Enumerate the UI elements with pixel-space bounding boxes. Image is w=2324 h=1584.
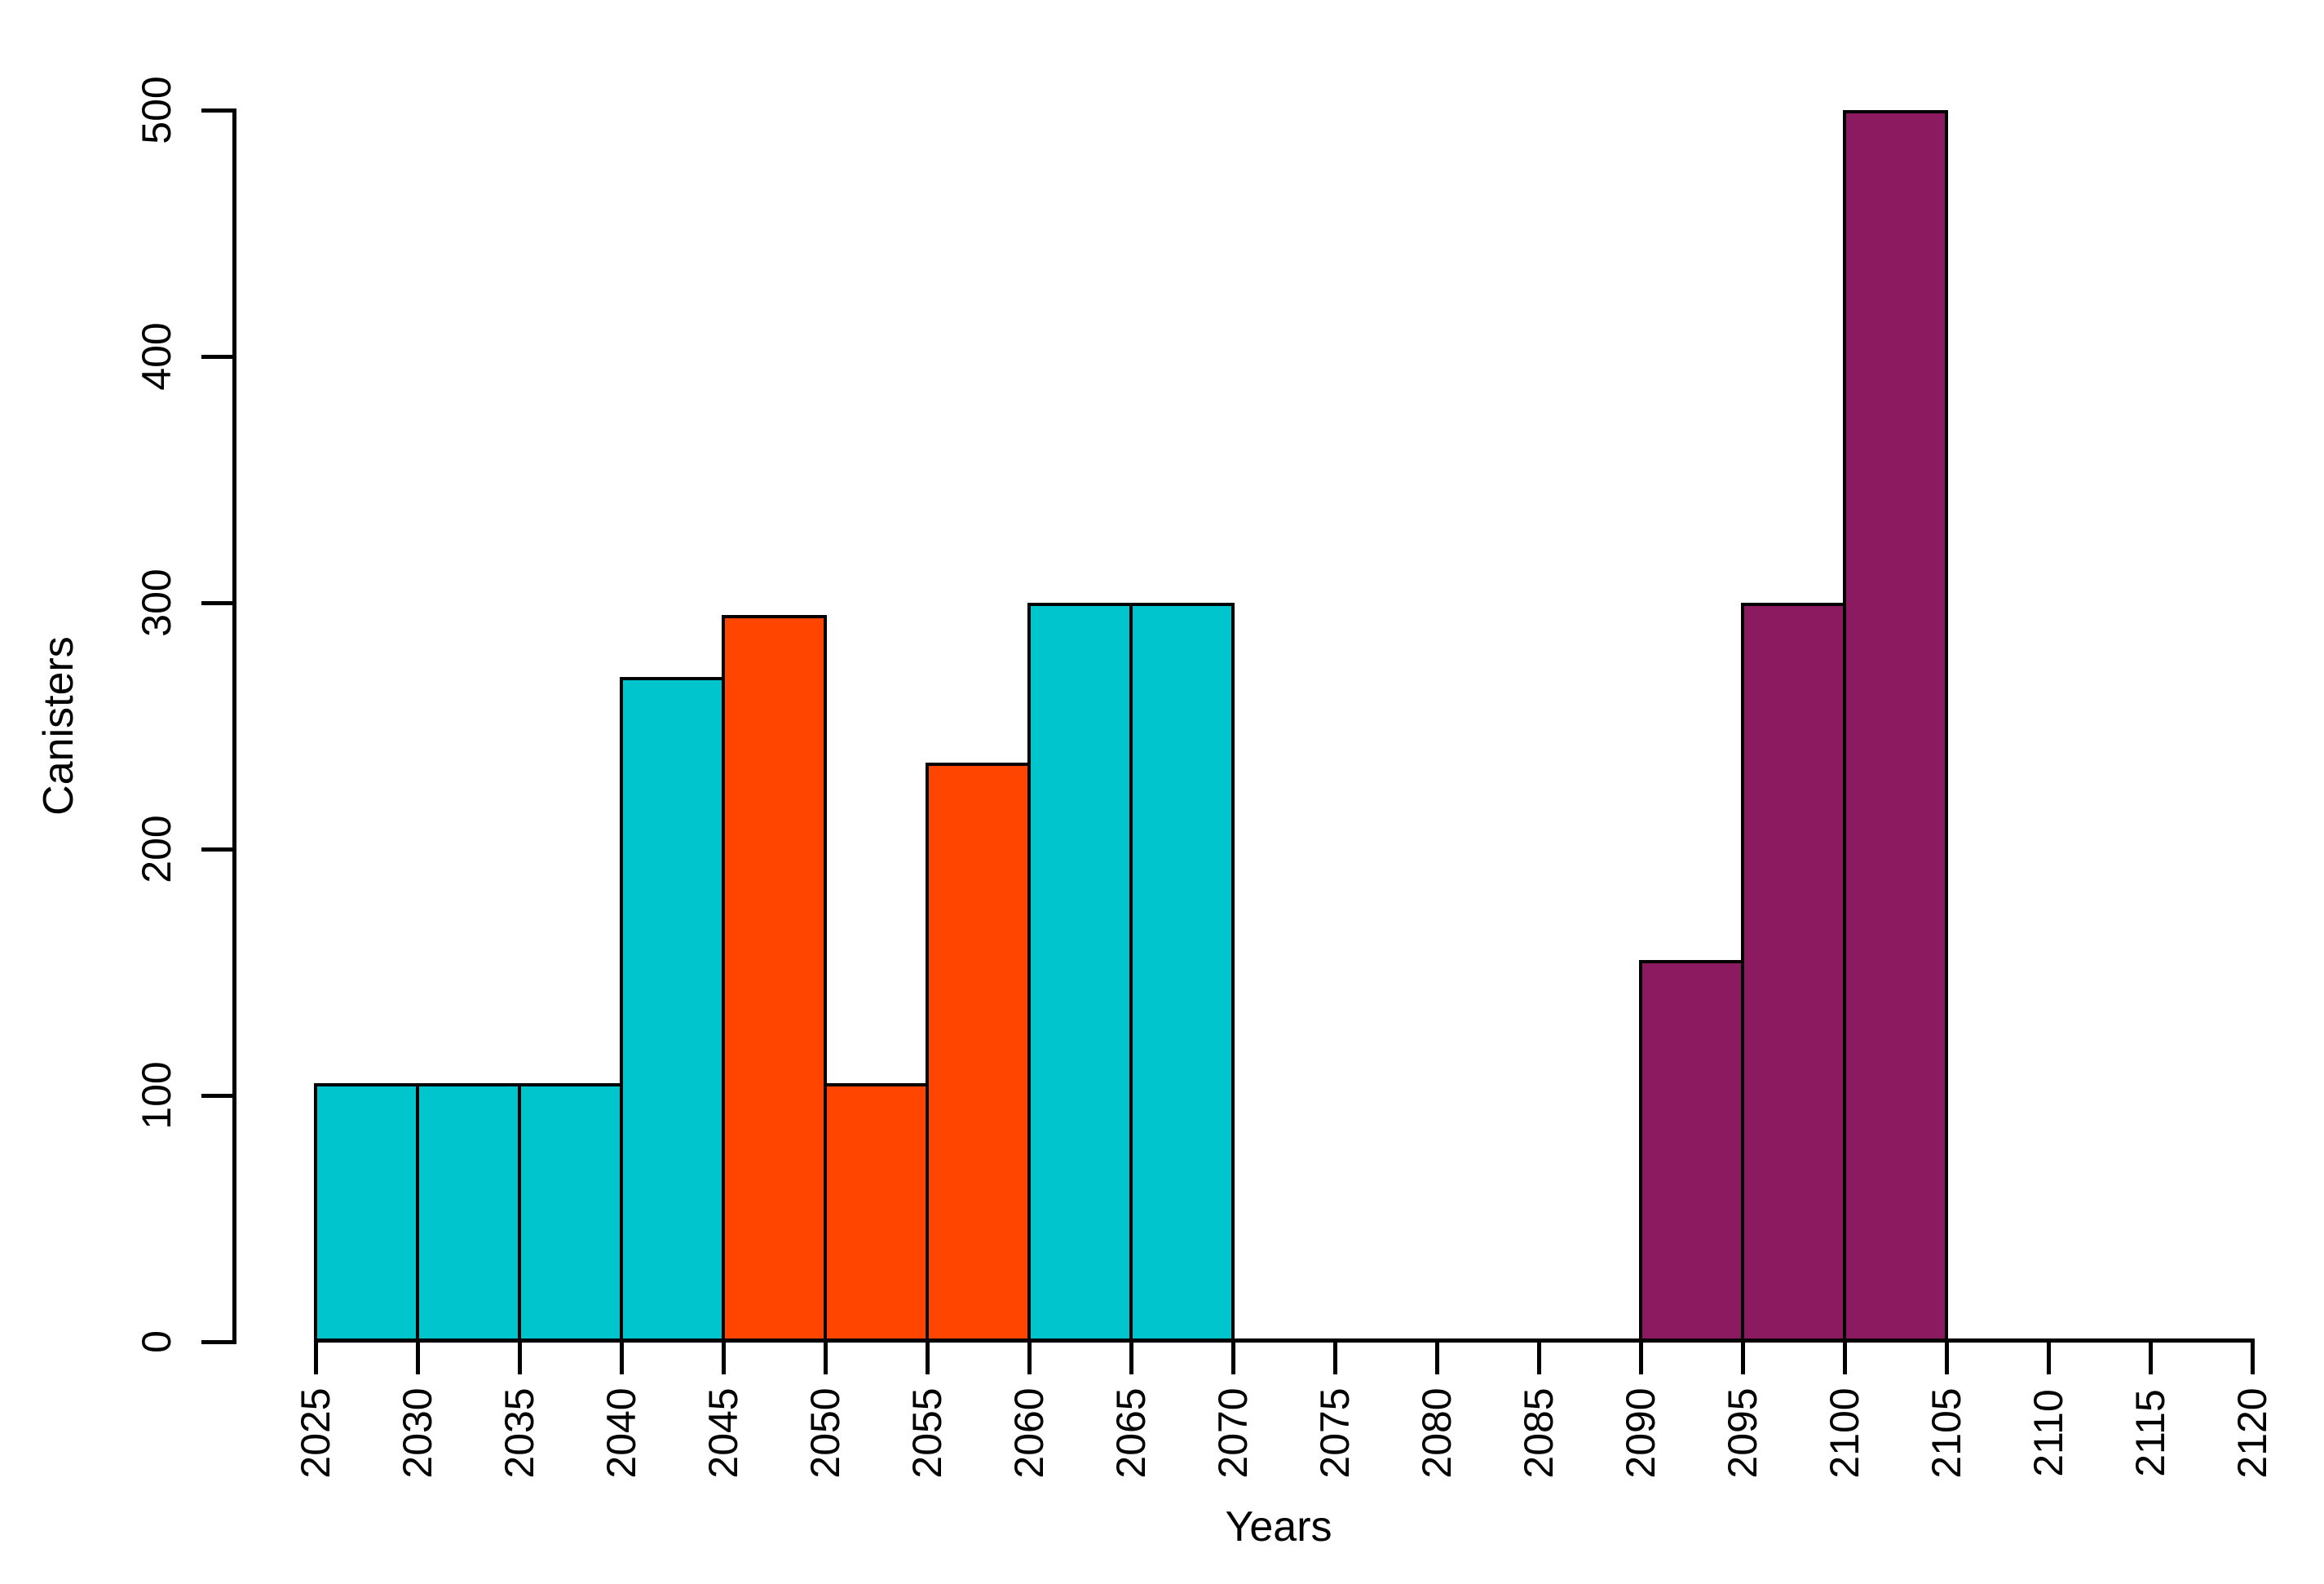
y-tick-label: 400 (134, 322, 179, 391)
x-tick-label: 2085 (1516, 1387, 1562, 1479)
x-tick (620, 1338, 624, 1374)
histogram-bar (722, 615, 827, 1342)
x-tick-label: 2050 (802, 1387, 848, 1479)
y-tick (201, 355, 236, 359)
histogram-bar (620, 676, 725, 1342)
x-tick (1027, 1338, 1032, 1374)
x-tick-label: 2115 (2127, 1389, 2173, 1477)
histogram-bar (314, 1082, 419, 1342)
x-tick-label: 2120 (2229, 1387, 2275, 1479)
x-tick-label: 2110 (2026, 1389, 2071, 1477)
x-tick-label: 2095 (1720, 1387, 1765, 1479)
x-axis-title: Years (1225, 1503, 1332, 1551)
x-axis-line (316, 1338, 2252, 1343)
x-tick (2251, 1338, 2255, 1374)
x-tick (722, 1338, 726, 1374)
histogram-bar (1843, 110, 1948, 1342)
x-tick (1843, 1338, 1847, 1374)
x-tick-label: 2045 (700, 1387, 746, 1479)
y-axis-title: Canisters (35, 636, 82, 816)
x-tick-label: 2065 (1108, 1387, 1154, 1479)
histogram-bar (1129, 603, 1235, 1342)
x-tick (2047, 1338, 2051, 1374)
x-tick (1945, 1338, 1949, 1374)
y-tick (201, 1094, 236, 1098)
x-tick (1639, 1338, 1643, 1374)
x-tick (1231, 1338, 1235, 1374)
x-tick (416, 1338, 420, 1374)
histogram-bar (1639, 959, 1744, 1342)
x-tick-label: 2090 (1618, 1387, 1663, 1479)
x-tick-label: 2100 (1822, 1387, 1867, 1479)
x-tick-label: 2030 (395, 1387, 440, 1479)
histogram-bar (518, 1082, 623, 1342)
x-tick-label: 2055 (904, 1387, 950, 1479)
histogram-bar (1027, 603, 1133, 1342)
histogram-bar (416, 1082, 521, 1342)
y-tick-label: 300 (134, 569, 179, 637)
x-tick-label: 2025 (293, 1387, 338, 1479)
histogram-bar (1741, 603, 1846, 1342)
y-tick (201, 1340, 236, 1344)
x-tick-label: 2060 (1006, 1387, 1052, 1479)
x-tick (926, 1338, 930, 1374)
x-tick (1537, 1338, 1541, 1374)
x-tick (1129, 1338, 1133, 1374)
x-tick (824, 1338, 828, 1374)
y-tick-label: 100 (134, 1061, 179, 1130)
x-tick (1741, 1338, 1745, 1374)
x-tick (314, 1338, 318, 1374)
y-tick (201, 601, 236, 605)
y-tick-label: 0 (134, 1330, 179, 1353)
x-tick (1333, 1338, 1337, 1374)
y-axis-line (232, 108, 236, 1344)
x-tick-label: 2040 (599, 1387, 644, 1479)
x-tick-label: 2035 (497, 1387, 542, 1479)
x-tick (518, 1338, 522, 1374)
x-tick-label: 2070 (1210, 1387, 1256, 1479)
x-tick-label: 2105 (1924, 1387, 1969, 1479)
x-tick-label: 2080 (1414, 1387, 1460, 1479)
y-tick-label: 200 (134, 815, 179, 883)
histogram-bar (824, 1082, 929, 1342)
y-tick-label: 500 (134, 76, 179, 144)
y-tick (201, 847, 236, 852)
histogram-bar (926, 763, 1031, 1342)
x-tick (2149, 1338, 2153, 1374)
x-tick-label: 2075 (1312, 1387, 1358, 1479)
x-tick (1435, 1338, 1439, 1374)
y-tick (201, 108, 236, 113)
